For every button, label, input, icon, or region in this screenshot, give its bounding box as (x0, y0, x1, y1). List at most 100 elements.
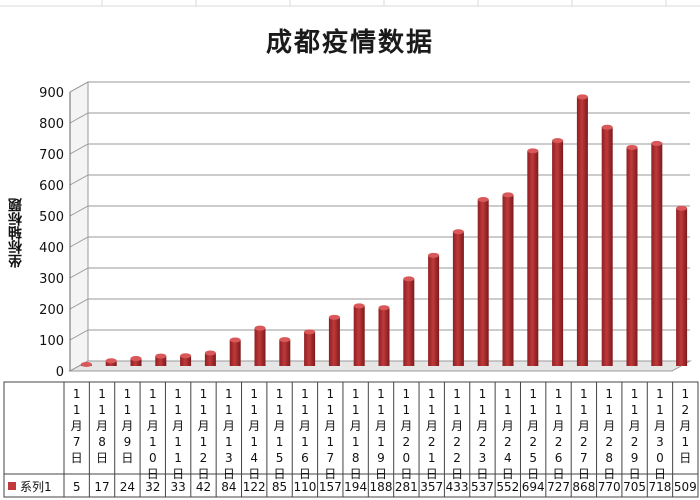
x-category-label-char: 日 (375, 467, 387, 481)
y-tick-label-500: 500 (39, 210, 64, 225)
legend-swatch (8, 482, 16, 490)
bar-top (279, 337, 291, 343)
x-category-label-char: 月 (324, 419, 336, 433)
bar-top (651, 140, 663, 146)
x-category-label-char: 1 (504, 387, 512, 401)
bar-body (452, 231, 464, 366)
x-category-label-char: 日 (197, 467, 209, 481)
x-category-label-char: 日 (400, 467, 412, 481)
x-category-label-char: 1 (200, 435, 208, 449)
x-category-label-char: 2 (529, 435, 537, 449)
bar-top (80, 361, 92, 367)
x-category-label-char: 1 (225, 435, 233, 449)
x-category-label-char: 1 (428, 387, 436, 401)
x-category-label-char: 1 (605, 403, 613, 417)
x-category-label-char: 月 (147, 419, 159, 433)
bar-11月17日 (328, 314, 340, 366)
y-tick-label-300: 300 (39, 272, 64, 287)
bar-top (576, 94, 588, 100)
x-category-label-char: 1 (377, 403, 385, 417)
x-category-label-char: 1 (377, 435, 385, 449)
gridline-400 (69, 236, 690, 248)
x-category-label-char: 月 (375, 419, 387, 433)
x-category-label-char: 1 (681, 387, 689, 401)
data-label-12月1日: 509 (674, 480, 697, 494)
bar-top (477, 197, 489, 203)
x-category-label-char: 日 (578, 467, 590, 481)
x-category-label-char: 1 (73, 403, 81, 417)
data-label-11月7日: 5 (73, 480, 81, 494)
x-category-label-char: 月 (679, 419, 691, 433)
x-category-label-char: 1 (326, 435, 334, 449)
gridline-600 (69, 174, 690, 186)
gridline-800 (69, 112, 690, 124)
x-category-label-char: 日 (629, 467, 641, 481)
x-category-label-char: 0 (149, 451, 157, 465)
bar-12月1日 (676, 205, 688, 366)
bar-body (105, 360, 117, 366)
data-label-11月23日: 537 (471, 480, 494, 494)
x-category-label-char: 1 (225, 403, 233, 417)
x-category-label-char: 2 (479, 435, 487, 449)
x-category-label-char: 1 (200, 403, 208, 417)
data-label-11月18日: 194 (344, 480, 367, 494)
bar-11月10日 (155, 353, 167, 366)
x-category-label-char: 月 (223, 419, 235, 433)
x-category-label: 1 1 月 2 4 日 (502, 387, 514, 481)
x-category-label-char: 月 (629, 419, 641, 433)
x-category-label-char: 日 (451, 467, 463, 481)
x-category-label-char: 1 (98, 403, 106, 417)
bar-body (601, 127, 613, 366)
bar-body (279, 339, 291, 366)
x-category-label-char: 月 (299, 419, 311, 433)
x-category-label-char: 1 (352, 435, 360, 449)
x-category-label-char: 2 (605, 435, 613, 449)
x-category-label-char: 日 (527, 467, 539, 481)
bar-11月16日 (304, 329, 316, 366)
bar-top (328, 314, 340, 320)
gridline-100 (69, 329, 690, 341)
x-category-label-char: 6 (301, 451, 309, 465)
x-category-label-char: 4 (250, 451, 258, 465)
bar-11月26日 (552, 138, 564, 366)
x-category-label: 1 1 月 1 8 日 (350, 387, 362, 481)
y-tick-label-0: 0 (56, 365, 64, 380)
x-category-label-char: 0 (403, 451, 411, 465)
x-category-label: 1 1 月 9 日 (121, 387, 133, 465)
x-category-label-char: 2 (453, 451, 461, 465)
bar-top (527, 148, 539, 154)
y-tick-label-900: 900 (39, 86, 64, 101)
x-category-label-char: 3 (225, 451, 233, 465)
x-category-label-char: 1 (681, 435, 689, 449)
x-category-label-char: 月 (71, 419, 83, 433)
x-category-label-char: 2 (555, 435, 563, 449)
bar-body (502, 194, 514, 366)
x-category-label-char: 1 (174, 403, 182, 417)
x-category-label-char: 4 (504, 451, 512, 465)
y-tick-label-700: 700 (39, 148, 64, 163)
bar-11月23日 (477, 197, 489, 366)
bar-body (676, 208, 688, 366)
x-category-label-char: 1 (352, 387, 360, 401)
x-category-label-char: 月 (527, 419, 539, 433)
bar-11月19日 (378, 305, 390, 366)
x-category-label-char: 1 (479, 403, 487, 417)
bar-body (155, 356, 167, 366)
data-label-11月27日: 868 (572, 480, 595, 494)
x-category-label-char: 日 (679, 451, 691, 465)
data-label-11月11日: 33 (170, 480, 185, 494)
gridline-500 (69, 205, 690, 217)
bar-11月27日 (576, 94, 588, 367)
bar-11月8日 (105, 358, 117, 366)
bar-11月29日 (626, 144, 638, 366)
x-category-label-char: 1 (124, 403, 132, 417)
x-category-label: 1 2 月 1 日 (679, 387, 691, 465)
x-category-label-char: 月 (400, 419, 412, 433)
x-category-label-char: 日 (324, 467, 336, 481)
x-category-label-char: 5 (529, 451, 537, 465)
x-category-label-char: 1 (428, 451, 436, 465)
x-category-label-char: 月 (426, 419, 438, 433)
x-category-label-char: 2 (403, 435, 411, 449)
x-category-label-char: 1 (276, 403, 284, 417)
x-category-label-char: 1 (504, 403, 512, 417)
